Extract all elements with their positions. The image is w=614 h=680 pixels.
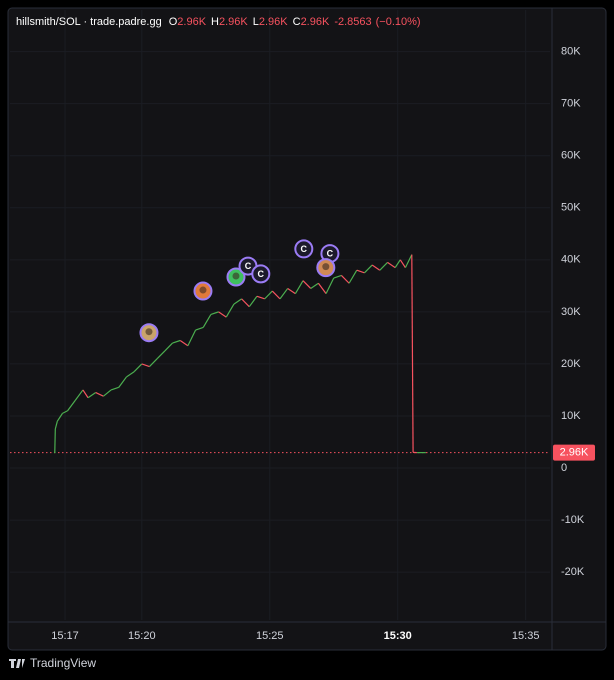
avatar-detail bbox=[322, 263, 330, 271]
ohlc-label: H bbox=[211, 16, 219, 28]
symbol: hillsmith/SOL · trade.padre.gg bbox=[16, 16, 162, 28]
trade-marker bbox=[294, 239, 314, 259]
trade-marker-label: C bbox=[327, 248, 334, 258]
price-segment bbox=[302, 280, 312, 289]
price-segment bbox=[364, 264, 373, 274]
y-tick-label: 10K bbox=[561, 410, 581, 422]
change-pct: (−0.10%) bbox=[376, 16, 421, 28]
price-label-box bbox=[553, 444, 595, 461]
ohlc-value: 2.96K bbox=[259, 16, 288, 28]
price-segment bbox=[333, 274, 342, 279]
price-segment bbox=[202, 314, 212, 328]
chart-frame bbox=[7, 7, 607, 651]
x-tick-label: 15:35 bbox=[512, 630, 540, 642]
avatar-detail bbox=[232, 272, 240, 280]
price-segment bbox=[210, 311, 219, 316]
price-segment bbox=[399, 259, 406, 268]
x-tick-label: 15:17 bbox=[51, 630, 79, 642]
price-segment bbox=[310, 282, 319, 289]
ohlc-value: 2.96K bbox=[219, 16, 248, 28]
avatar-detail bbox=[199, 286, 207, 294]
price-segment bbox=[133, 363, 143, 373]
ohlc-label: O bbox=[169, 16, 178, 28]
price-segment bbox=[248, 295, 258, 308]
price-segment bbox=[241, 298, 250, 308]
price-segment bbox=[356, 269, 365, 274]
y-tick-label: 20K bbox=[561, 358, 581, 370]
price-segment bbox=[54, 428, 56, 453]
price-segment bbox=[325, 277, 335, 294]
price-segment bbox=[67, 400, 76, 412]
price-segment bbox=[54, 421, 58, 430]
change: -2.8563 bbox=[334, 16, 371, 28]
price-segment bbox=[156, 350, 166, 360]
price-segment bbox=[56, 413, 63, 422]
price-segment bbox=[141, 363, 150, 368]
plot bbox=[10, 10, 550, 620]
price-segment bbox=[62, 410, 68, 414]
price-segment bbox=[264, 290, 273, 300]
price-segment bbox=[394, 259, 401, 268]
y-tick-label: 80K bbox=[561, 46, 581, 58]
y-tick-label: 0 bbox=[561, 462, 567, 474]
price-label: 2.96K bbox=[560, 447, 589, 459]
price-segment bbox=[74, 389, 84, 401]
price-segment bbox=[317, 282, 327, 295]
ohlc-value: 2.96K bbox=[177, 16, 206, 28]
price-segment bbox=[271, 290, 281, 300]
ohlc-value: 2.96K bbox=[301, 16, 330, 28]
price-segment bbox=[126, 371, 135, 378]
trade-marker-label: C bbox=[258, 269, 265, 279]
price-segment bbox=[387, 261, 396, 269]
y-tick-label: 70K bbox=[561, 98, 581, 110]
price-segment bbox=[110, 386, 119, 391]
x-tick-label: 15:25 bbox=[256, 630, 284, 642]
price-segment bbox=[179, 340, 189, 347]
avatar-detail bbox=[145, 328, 153, 336]
trade-marker-label: C bbox=[245, 261, 252, 271]
ohlc-label: C bbox=[293, 16, 301, 28]
price-segment bbox=[340, 275, 350, 284]
price-segment bbox=[87, 392, 97, 399]
y-tick-label: -20K bbox=[561, 566, 585, 578]
trade-marker bbox=[251, 264, 271, 284]
header: hillsmith/SOL · trade.padre.gg O2.96K H2.9… bbox=[16, 16, 421, 28]
footer-logo: TradingView bbox=[9, 656, 96, 670]
x-tick-label: 15:30 bbox=[384, 630, 412, 642]
price-segment bbox=[164, 342, 173, 352]
price-segment bbox=[348, 269, 358, 284]
trade-marker-label: C bbox=[301, 244, 308, 254]
price-segment bbox=[287, 287, 296, 295]
y-tick-label: 60K bbox=[561, 150, 581, 162]
y-tick-label: 50K bbox=[561, 202, 581, 214]
price-segment bbox=[233, 298, 242, 305]
price-segment bbox=[195, 326, 204, 331]
price-segment bbox=[103, 389, 112, 397]
price-segment bbox=[118, 376, 127, 388]
price-segment bbox=[218, 311, 227, 318]
price-segment bbox=[187, 329, 197, 346]
y-tick-label: -10K bbox=[561, 514, 585, 526]
price-start bbox=[53, 451, 56, 454]
price-segment bbox=[279, 288, 289, 300]
price-segment bbox=[379, 262, 388, 271]
price-segment bbox=[411, 254, 414, 453]
price-segment bbox=[149, 358, 158, 367]
price-segment bbox=[95, 392, 104, 397]
y-tick-label: 40K bbox=[561, 254, 581, 266]
price-segment bbox=[225, 303, 235, 318]
price-segment bbox=[172, 339, 181, 344]
footer: TradingView bbox=[30, 656, 96, 670]
price-segment bbox=[82, 389, 89, 399]
ohlc-label: L bbox=[253, 16, 259, 28]
price-segment bbox=[294, 280, 304, 294]
x-tick-label: 15:20 bbox=[128, 630, 156, 642]
price-segment bbox=[256, 295, 265, 300]
price-segment bbox=[404, 254, 413, 268]
price-segment bbox=[371, 264, 381, 271]
y-tick-label: 30K bbox=[561, 306, 581, 318]
